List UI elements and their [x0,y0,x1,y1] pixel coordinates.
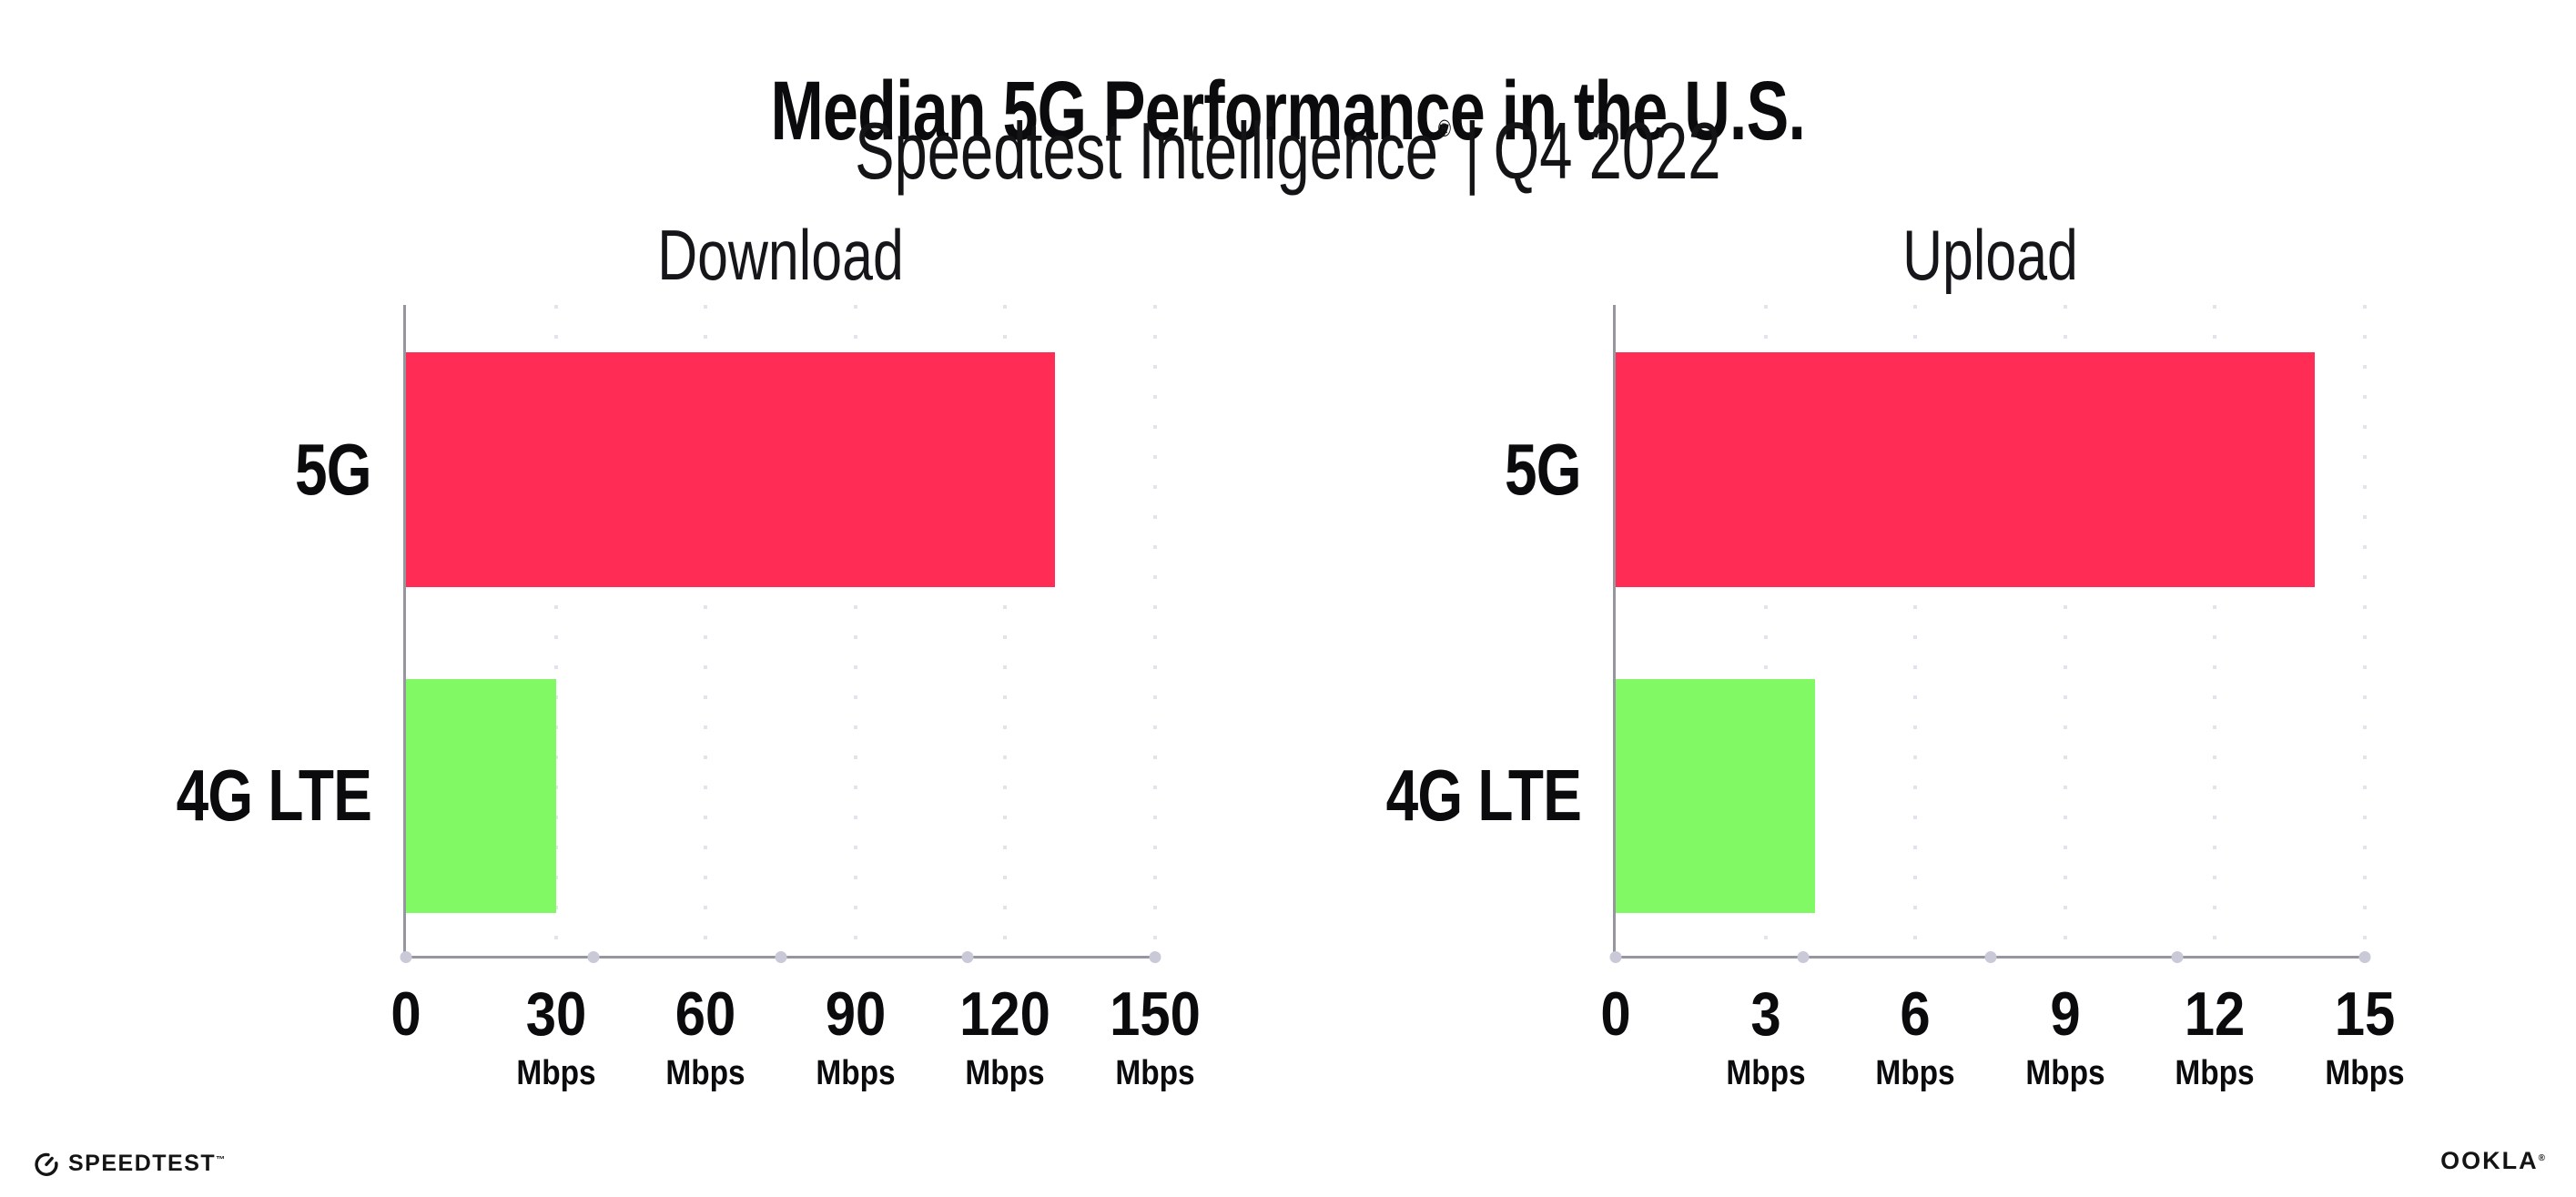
gridline [1763,305,1768,956]
subtitle-separator: | [1465,106,1481,196]
axis-baseline-dot [400,951,412,963]
x-tick-value: 15 [2334,979,2396,1049]
speedtest-gauge-icon [33,1150,60,1177]
x-tick: 90 Mbps [810,983,900,1090]
gridline [1913,305,1918,956]
page-subtitle-text: Speedtest Intelligence® | Q4 2022 [855,111,1720,191]
x-tick: 120 Mbps [954,983,1057,1090]
axis-baseline-dot [2171,951,2184,963]
x-tick-unit: Mbps [816,1054,896,1092]
x-tick-value: 9 [2050,979,2081,1049]
axis-baseline-dot [961,951,974,963]
upload-chart-title: Upload [1902,215,2078,295]
upload-chart: Upload 5G 4G LTE 0 3 Mbps 6 Mbps 9 Mbps [1386,219,2405,1090]
gridline [2363,305,2367,956]
axis-baseline-dot [1609,951,1622,963]
category-label-5g: 5G [1505,429,1582,510]
axis-baseline-dot [1797,951,1810,963]
axis-baseline-dot [1984,951,1996,963]
gridline [853,305,857,956]
x-tick: 60 Mbps [661,983,751,1090]
axis-baseline-dot [1149,951,1161,963]
x-tick-unit: Mbps [1875,1054,1955,1092]
bar-5g-download [406,352,1056,587]
speedtest-trademark-mark: ™ [216,1154,226,1165]
gridline [2213,305,2217,956]
x-tick-unit: Mbps [1725,1054,1806,1092]
x-tick-value: 6 [1900,979,1931,1049]
gridline [2063,305,2067,956]
axis-baseline-dot [587,951,600,963]
x-tick: 9 Mbps [2020,983,2110,1090]
page-subtitle: Speedtest Intelligence® | Q4 2022 [0,111,2576,191]
download-chart: Download 5G 4G LTE 0 30 Mbps 60 Mbps 90 … [177,219,1201,1090]
x-tick-value: 30 [525,979,586,1049]
x-tick-unit: Mbps [1115,1054,1195,1092]
bar-4g-lte-upload [1616,679,1816,913]
axis-baseline-dot [775,951,786,963]
x-tick-unit: Mbps [2025,1054,2105,1092]
gridline [1153,305,1157,956]
speedtest-wordmark-text: SPEEDTEST [68,1150,217,1176]
bar-5g-upload [1616,352,2316,587]
x-tick-value: 90 [825,979,887,1049]
gridline [1003,305,1008,956]
ookla-logo: OOKLA® [2440,1147,2545,1175]
x-tick-value: 120 [959,979,1051,1049]
bar-4g-lte-download [406,679,556,913]
x-tick: 0 [389,983,423,1045]
category-label-4g-lte: 4G LTE [1385,755,1582,836]
x-tick: 30 Mbps [511,983,601,1090]
registered-mark: ® [1438,115,1452,142]
ookla-registered-mark: ® [2538,1153,2545,1163]
category-label-5g: 5G [295,429,372,510]
ookla-wordmark-text: OOKLA [2440,1147,2539,1174]
x-tick: 0 [1598,983,1633,1045]
x-tick: 3 Mbps [1720,983,1810,1090]
x-tick-value: 3 [1749,979,1781,1049]
gridline [553,305,558,956]
subtitle-period: Q4 2022 [1493,106,1721,196]
gridline [704,305,708,956]
axis-baseline-dot [2358,951,2371,963]
x-tick: 12 Mbps [2170,983,2260,1090]
page-title: Median 5G Performance in the U.S. [0,69,2576,153]
x-tick-value: 12 [2185,979,2246,1049]
x-tick: 15 Mbps [2319,983,2409,1090]
x-tick-unit: Mbps [2325,1054,2405,1092]
x-tick: 150 Mbps [1103,983,1206,1090]
x-tick-unit: Mbps [515,1054,596,1092]
x-tick-unit: Mbps [2175,1054,2256,1092]
category-label-4g-lte: 4G LTE [176,755,372,836]
x-tick: 6 Mbps [1871,983,1961,1090]
x-tick-value: 150 [1110,979,1201,1049]
x-tick-unit: Mbps [965,1054,1046,1092]
x-tick-value: 60 [674,979,736,1049]
page-title-text: Median 5G Performance in the U.S. [770,64,1806,157]
x-tick-value: 0 [390,979,421,1049]
download-chart-title: Download [657,215,904,295]
x-tick-unit: Mbps [665,1054,745,1092]
speedtest-wordmark: SPEEDTEST™ [68,1151,225,1177]
subtitle-brand: Speedtest Intelligence [855,106,1439,196]
x-tick-value: 0 [1600,979,1631,1049]
speedtest-logo: SPEEDTEST™ [33,1150,225,1177]
